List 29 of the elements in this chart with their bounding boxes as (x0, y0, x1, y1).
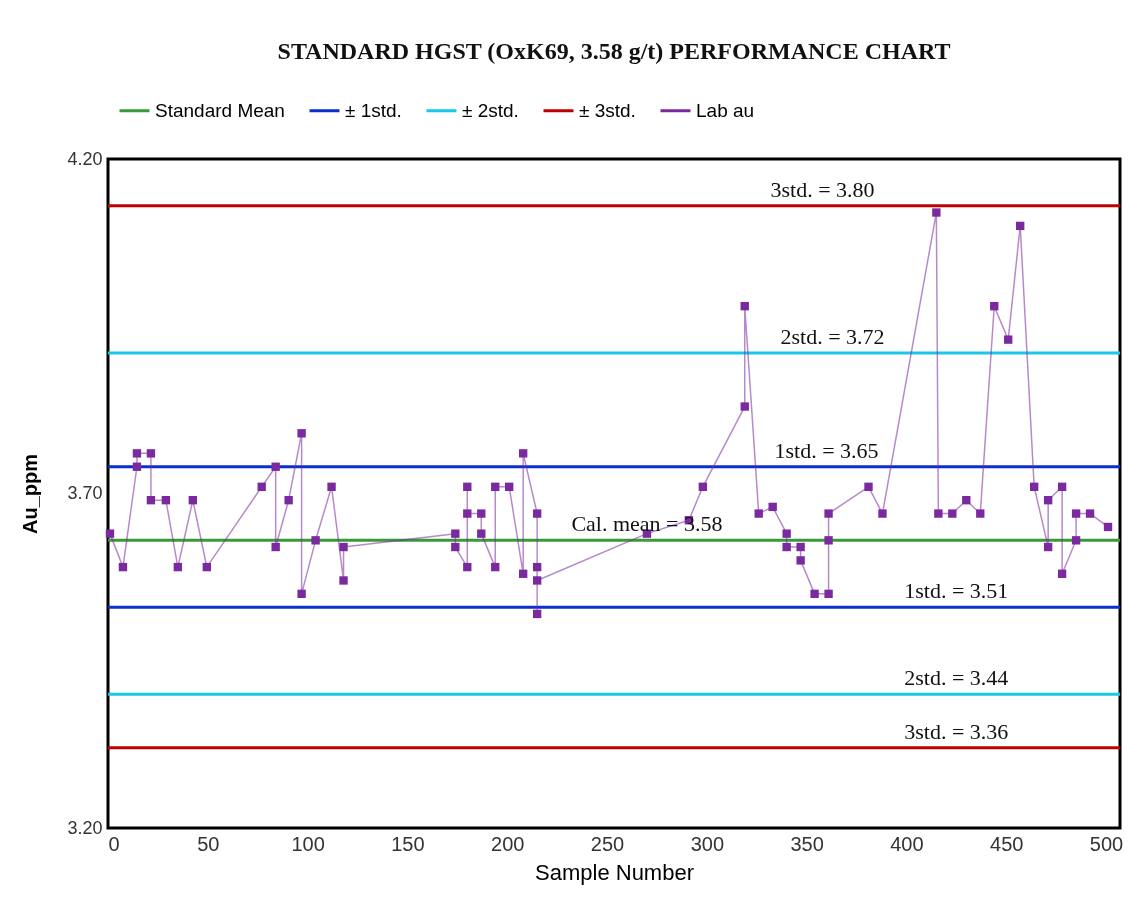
x-tick-label: 0 (108, 832, 120, 855)
x-tick-label: 250 (590, 832, 625, 855)
y-tick-label: 3.20 (67, 817, 103, 838)
y-axis-title: Au_ppm (19, 454, 42, 534)
x-tick-label: 350 (790, 832, 824, 855)
annotation: 2std. = 3.72 (780, 324, 885, 350)
x-tick-label: 50 (197, 832, 220, 855)
annotation: 3std. = 3.80 (770, 176, 875, 202)
x-tick-label: 200 (491, 832, 525, 855)
annotation: 2std. = 3.44 (904, 665, 1009, 691)
legend-label: ± 2std. (462, 99, 519, 121)
chart-title: STANDARD HGST (OxK69, 3.58 g/t) PERFORMANCE CHART (277, 38, 951, 64)
x-tick-label: 400 (890, 832, 924, 855)
legend-label: Standard Mean (155, 99, 285, 121)
annotation: 1std. = 3.65 (774, 437, 879, 463)
x-tick-label: 500 (1089, 832, 1124, 855)
annotation: Cal. mean = 3.58 (571, 511, 723, 537)
legend-label: ± 1std. (345, 99, 402, 121)
y-tick-label: 4.20 (67, 148, 103, 169)
annotation: 1std. = 3.51 (904, 578, 1009, 604)
x-axis-title: Sample Number (535, 859, 694, 885)
annotation: 3std. = 3.36 (904, 718, 1009, 744)
x-tick-label: 100 (291, 832, 325, 855)
legend-label: ± 3std. (579, 99, 636, 121)
y-tick-label: 3.70 (67, 483, 103, 503)
legend-label: Lab au (696, 99, 755, 121)
x-tick-label: 300 (690, 832, 724, 855)
x-tick-label: 150 (391, 832, 425, 855)
x-tick-label: 450 (990, 832, 1024, 855)
